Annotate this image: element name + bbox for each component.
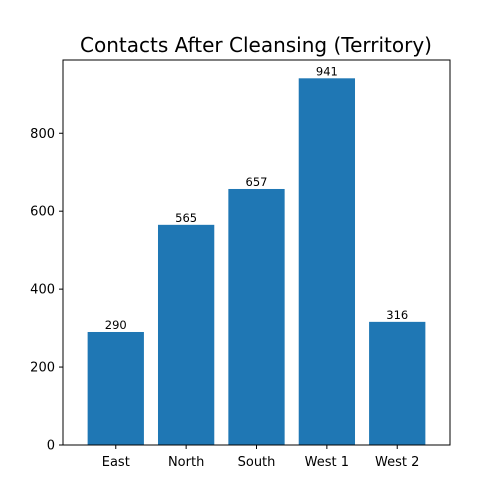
data-label: 657: [246, 175, 268, 189]
chart-title: Contacts After Cleansing (Territory): [80, 33, 432, 57]
plot-area: 290 East 565 North 657 South 941 West 1 316 West …: [30, 59, 451, 470]
data-label: 290: [105, 318, 127, 332]
y-tick-label: 800: [30, 127, 55, 142]
x-tick-label: North: [168, 455, 204, 470]
x-tick-label: East: [102, 455, 130, 470]
x-tick-label: West 1: [305, 455, 349, 470]
data-label: 316: [386, 308, 408, 322]
data-label: 565: [175, 211, 197, 225]
y-tick-label: 600: [30, 205, 55, 220]
bar-north: [157, 224, 215, 445]
bar-west-2: [369, 321, 426, 445]
bar-west-1: [298, 78, 356, 445]
y-tick-label: 400: [30, 283, 55, 298]
axes-frame: [62, 59, 451, 446]
bar-south: [228, 188, 285, 446]
y-tick-label: 0: [47, 439, 55, 454]
y-tick-label: 200: [30, 361, 55, 376]
data-label: 941: [316, 64, 338, 78]
bar-east: [87, 331, 144, 445]
x-tick-label: West 2: [375, 455, 419, 470]
x-tick-label: South: [238, 455, 276, 470]
